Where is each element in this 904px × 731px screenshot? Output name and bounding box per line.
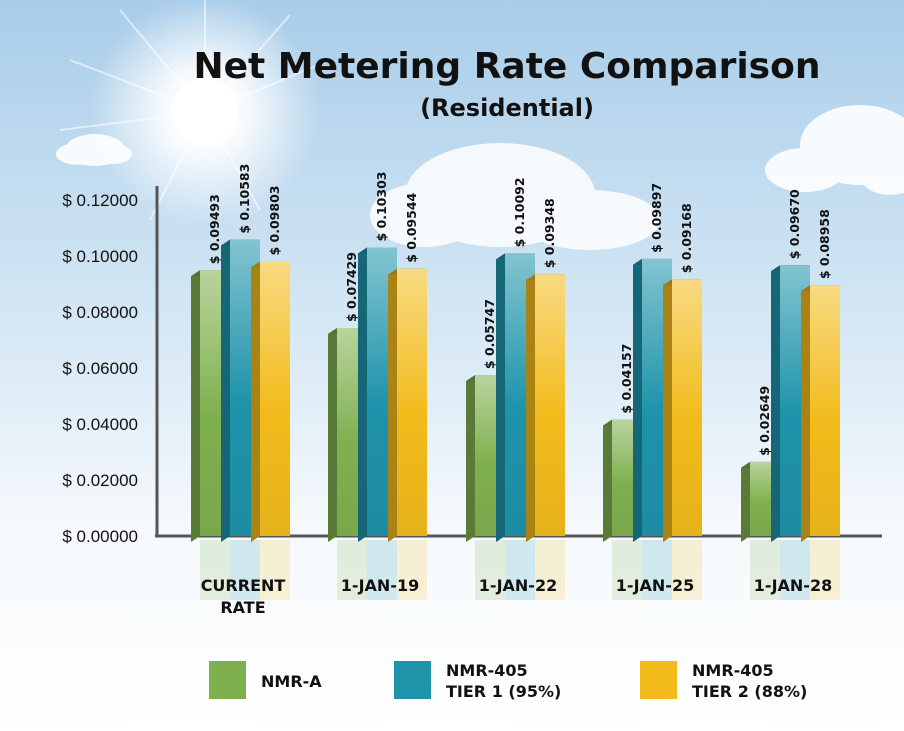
y-tick-label: $ 0.00000 [62,527,138,546]
bar-reflection [200,540,230,600]
bar-side [191,270,200,542]
y-tick-label: $ 0.04000 [62,415,138,434]
y-tick-label: $ 0.06000 [62,359,138,378]
category-labels: CURRENT RATE 1-JAN-19 1-JAN-22 1-JAN-25 1-JAN… [201,576,833,617]
legend-label: NMR-405 TIER 2 (88%) [692,661,807,701]
x-category-label: CURRENT RATE [201,576,286,617]
legend-label: NMR-A [261,672,322,691]
x-category-label: 1-JAN-28 [754,576,832,595]
legend-item: NMR-405 TIER 2 (88%) [640,661,807,701]
x-category-label: 1-JAN-25 [616,576,694,595]
bar [663,279,702,542]
bar-value-label: $ 0.09168 [679,203,694,273]
bar-reflection [810,540,840,600]
bar-reflection [367,540,397,600]
bar-reflection [672,540,702,600]
bar-front [810,285,840,536]
bar-side [466,375,475,542]
legend-swatch [209,661,246,699]
bar-value-label: $ 0.09803 [267,186,282,256]
y-tick-label: $ 0.12000 [62,191,138,210]
bar-front [260,261,290,536]
bar-value-label: $ 0.09493 [207,194,222,264]
bar-value-label: $ 0.10303 [374,172,389,242]
bar [801,285,840,542]
bar [388,268,427,542]
bar-side [741,461,750,542]
legend-item: NMR-405 TIER 1 (95%) [394,661,561,701]
bar-value-label: $ 0.04157 [619,344,634,414]
bar-side [221,239,230,542]
y-tick-label: $ 0.08000 [62,303,138,322]
legend-swatch [640,661,677,699]
bar-side [801,285,810,542]
bar-value-label: $ 0.09670 [787,189,802,259]
cloud-right-icon [765,105,904,195]
y-tick-label: $ 0.02000 [62,471,138,490]
sun-rays-icon [59,0,331,221]
bar-reflection [475,540,505,600]
bar-side [526,274,535,542]
legend: NMR-A NMR-405 TIER 1 (95%) NMR-405 TIER 2 (8… [209,661,807,701]
bar-reflection [612,540,642,600]
bar [526,274,565,542]
bar-reflection [397,540,427,600]
bar-front [535,274,565,536]
bar-side [663,279,672,542]
bar-value-label: $ 0.02649 [757,386,772,456]
bars [191,239,840,543]
chart-title: Net Metering Rate Comparison [194,46,821,87]
bar-reflection [260,540,290,600]
bar-value-label: $ 0.08958 [817,209,832,279]
bar-reflection [230,540,260,600]
value-labels: $ 0.09493 $ 0.10583 $ 0.09803 $ 0.07429 $ 0.… [207,164,832,456]
bar-side [251,261,260,542]
chart-subtitle: (Residential) [420,94,594,122]
x-category-label: 1-JAN-22 [479,576,557,595]
y-tick-label: $ 0.10000 [62,247,138,266]
bar-reflection [337,540,367,600]
bar-reflection [750,540,780,600]
bar-reflections [200,540,840,600]
bar-side [603,419,612,542]
cloud-center-icon [370,143,660,250]
bar-reflection [535,540,565,600]
bar-side [496,253,505,542]
bar-side [358,247,367,543]
bar-side [388,268,397,542]
legend-swatch [394,661,431,699]
bar-front [397,268,427,536]
bar-front [672,279,702,536]
bar-reflection [642,540,672,600]
bar-reflection [780,540,810,600]
cloud-left-icon [56,134,132,166]
bar [251,261,290,542]
bar-value-label: $ 0.10092 [512,177,527,247]
legend-item: NMR-A [209,661,322,699]
bar-side [328,327,337,542]
bar-value-label: $ 0.09544 [404,192,419,262]
bar-side [633,258,642,542]
bar-value-label: $ 0.09897 [649,183,664,253]
bar-value-label: $ 0.09348 [542,198,557,268]
bar-reflection [505,540,535,600]
bar-value-label: $ 0.07429 [344,252,359,322]
bar-side [771,265,780,542]
bar-value-label: $ 0.10583 [237,164,252,234]
legend-label: NMR-405 TIER 1 (95%) [446,661,561,701]
x-category-label: 1-JAN-19 [341,576,419,595]
bar-value-label: $ 0.05747 [482,299,497,369]
